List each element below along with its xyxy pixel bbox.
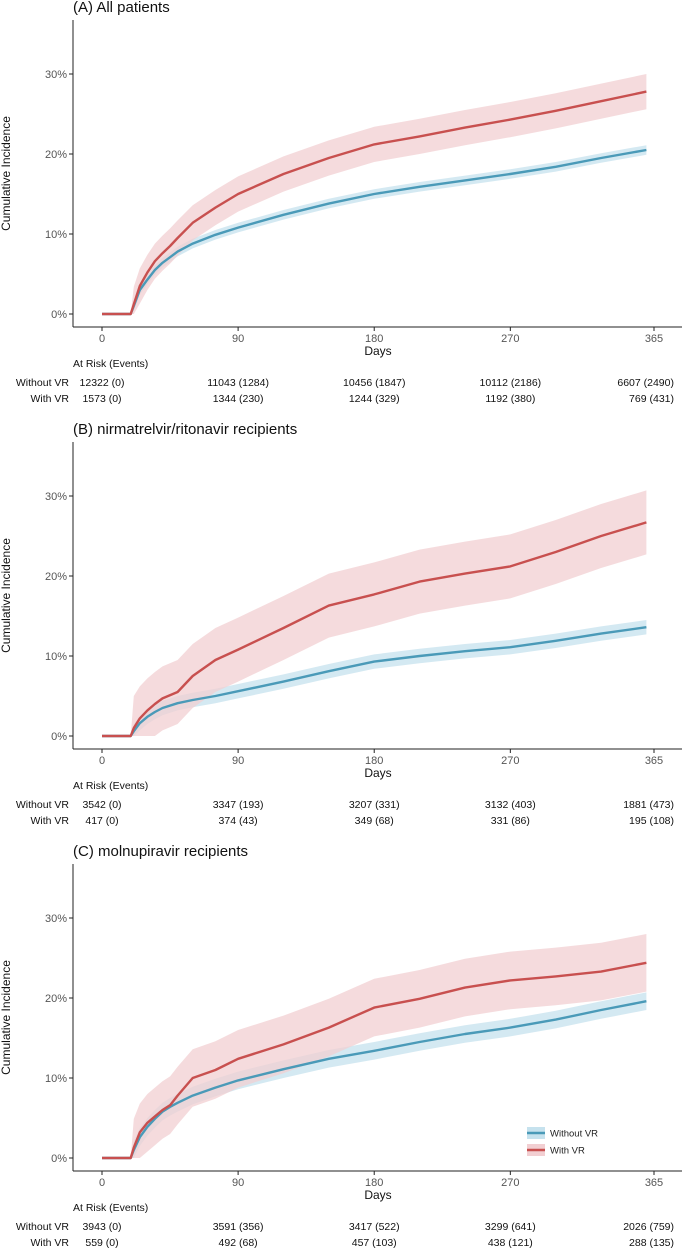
at-risk-row-label: With VR (30, 1237, 69, 1248)
y-tick-label: 20% (45, 149, 67, 161)
at-risk-value: 3542 (0) (82, 799, 121, 811)
panel-title: (A) All patients (73, 0, 170, 16)
at-risk-value: 3417 (522) (349, 1221, 400, 1233)
at-risk-value: 6607 (2490) (617, 377, 674, 389)
at-risk-row-label: Without VR (16, 799, 70, 811)
panel-title: (C) molnupiravir recipients (73, 843, 248, 860)
panel-title: (B) nirmatrelvir/ritonavir recipients (73, 421, 297, 438)
series-line-with-vr (102, 961, 647, 1160)
at-risk-value: 3132 (403) (485, 799, 536, 811)
x-tick-label: 180 (365, 755, 383, 767)
at-risk-value: 1192 (380) (485, 393, 535, 405)
at-risk-value: 331 (86) (491, 815, 530, 827)
at-risk-value: 349 (68) (355, 815, 394, 827)
at-risk-value: 417 (0) (85, 815, 118, 827)
at-risk-header: At Risk (Events) (73, 1202, 148, 1214)
legend-label: With VR (550, 1146, 585, 1157)
series-line-without-vr (102, 148, 647, 316)
x-tick-label: 270 (501, 755, 519, 767)
at-risk-header: At Risk (Events) (73, 358, 148, 370)
at-risk-value: 3207 (331) (349, 799, 400, 811)
at-risk-value: 3591 (356) (213, 1221, 264, 1233)
y-tick-label: 10% (45, 229, 67, 241)
panel-c: (C) molnupiravir recipients 0% 10% 20% 30% 0 9… (0, 843, 682, 1248)
at-risk-value: 374 (43) (219, 815, 258, 827)
at-risk-value: 3943 (0) (82, 1221, 121, 1233)
x-axis-label: Days (364, 1188, 391, 1202)
at-risk-value: 1244 (329) (349, 393, 400, 405)
ci-band-with-vr (102, 490, 647, 736)
at-risk-row-label: Without VR (16, 377, 70, 389)
at-risk-value: 1881 (473) (623, 799, 674, 811)
x-tick-label: 365 (645, 1177, 663, 1189)
y-axis-label: Cumulative Incidence (0, 116, 13, 231)
at-risk-value: 492 (68) (219, 1237, 258, 1248)
x-tick-label: 90 (232, 1177, 244, 1189)
at-risk-value: 2026 (759) (623, 1221, 674, 1233)
at-risk-value: 195 (108) (629, 815, 674, 827)
at-risk-value: 11043 (1284) (207, 377, 269, 389)
y-tick-label: 0% (51, 1153, 67, 1165)
panel-a: (A) All patients 0% 10% 20% 30% 0 90 180 270 365 D… (0, 0, 682, 405)
at-risk-row-label: With VR (30, 393, 69, 405)
ci-band-without-vr (102, 145, 647, 314)
legend: Without VR With VR (527, 1127, 598, 1157)
at-risk-value: 3347 (193) (213, 799, 264, 811)
ci-band-with-vr (102, 74, 647, 314)
series-line-with-vr (102, 521, 647, 738)
ci-band-without-vr (102, 620, 647, 736)
y-tick-label: 10% (45, 651, 67, 663)
y-tick-label: 10% (45, 1073, 67, 1085)
y-tick-label: 30% (45, 913, 67, 925)
x-tick-label: 365 (645, 755, 663, 767)
x-tick-label: 0 (99, 1177, 105, 1189)
at-risk-value: 10456 (1847) (343, 377, 405, 389)
x-axis-label: Days (364, 766, 391, 780)
at-risk-row-label: With VR (30, 815, 69, 827)
x-tick-label: 270 (501, 333, 519, 345)
x-tick-label: 270 (501, 1177, 519, 1189)
x-tick-label: 90 (232, 333, 244, 345)
ci-band-without-vr (102, 992, 647, 1158)
at-risk-value: 559 (0) (85, 1237, 118, 1248)
y-tick-label: 0% (51, 731, 67, 743)
at-risk-header: At Risk (Events) (73, 780, 148, 792)
at-risk-value: 1344 (230) (213, 393, 264, 405)
x-tick-label: 0 (99, 333, 105, 345)
at-risk-value: 3299 (641) (485, 1221, 536, 1233)
x-tick-label: 180 (365, 333, 383, 345)
at-risk-value: 12322 (0) (80, 377, 125, 389)
x-tick-label: 365 (645, 333, 663, 345)
series-line-without-vr (102, 1000, 647, 1160)
at-risk-value: 438 (121) (488, 1237, 533, 1248)
y-tick-label: 30% (45, 69, 67, 81)
legend-label: Without VR (550, 1129, 598, 1140)
ci-band-with-vr (102, 934, 647, 1158)
at-risk-value: 1573 (0) (82, 393, 121, 405)
panel-b: (B) nirmatrelvir/ritonavir recipients 0% 1… (0, 421, 682, 827)
y-axis-label: Cumulative Incidence (0, 960, 13, 1075)
x-tick-label: 0 (99, 755, 105, 767)
y-axis-label: Cumulative Incidence (0, 538, 13, 653)
x-axis-label: Days (364, 344, 391, 358)
at-risk-value: 769 (431) (629, 393, 674, 405)
x-tick-label: 180 (365, 1177, 383, 1189)
series-line-without-vr (102, 626, 647, 738)
at-risk-value: 10112 (2186) (479, 377, 541, 389)
at-risk-value: 288 (135) (629, 1237, 674, 1248)
y-tick-label: 30% (45, 491, 67, 503)
y-tick-label: 20% (45, 993, 67, 1005)
series-line-with-vr (102, 90, 647, 316)
y-tick-label: 20% (45, 571, 67, 583)
y-tick-label: 0% (51, 309, 67, 321)
at-risk-value: 457 (103) (352, 1237, 397, 1248)
at-risk-row-label: Without VR (16, 1221, 70, 1233)
x-tick-label: 90 (232, 755, 244, 767)
